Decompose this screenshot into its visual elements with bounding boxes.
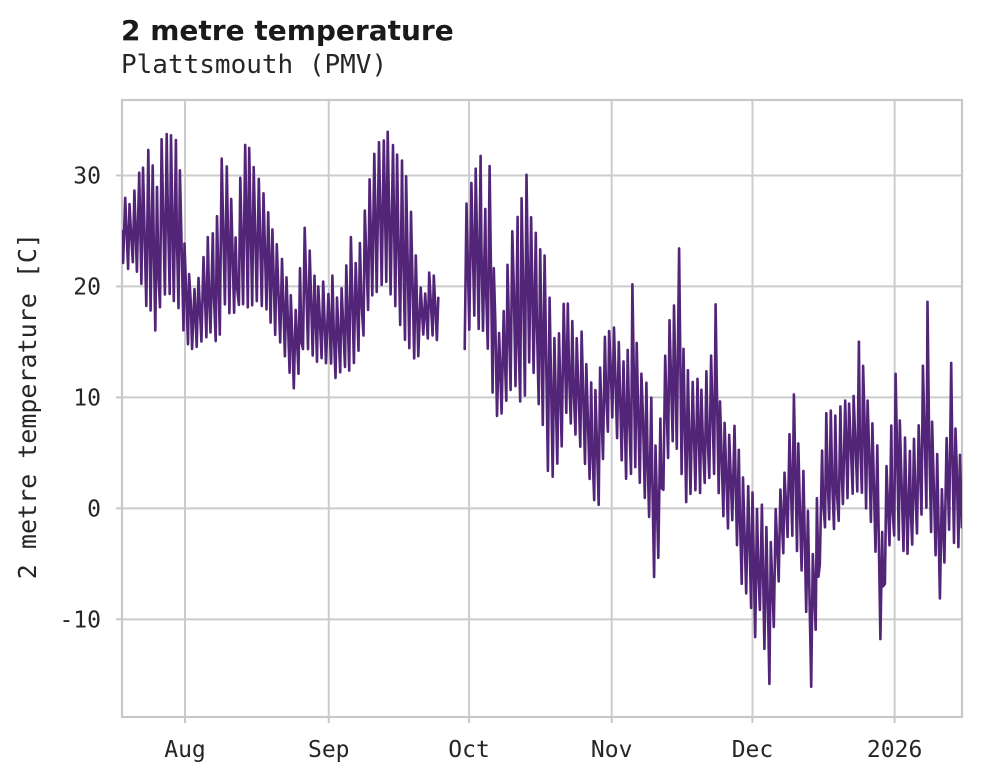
y-tick-label: 0	[87, 496, 101, 522]
x-tick-label: 2026	[867, 737, 922, 763]
tick-labels: -10 0 10 20 30 Aug Sep Oct Nov Dec 2026	[59, 163, 922, 763]
temperature-line	[122, 130, 962, 688]
y-tick-label: 10	[73, 385, 101, 411]
chart-title: 2 metre temperature	[121, 14, 454, 47]
plot-border	[120, 98, 964, 719]
x-tick-label: Sep	[308, 737, 350, 763]
y-tick-label: 30	[73, 163, 101, 189]
x-tick-label: Oct	[448, 737, 490, 763]
y-tick-label: 20	[73, 274, 101, 300]
x-tick-label: Dec	[732, 737, 774, 763]
y-tick-label: -10	[59, 607, 101, 633]
tick-marks	[116, 174, 896, 723]
x-tick-label: Aug	[164, 737, 206, 763]
chart-subtitle: Plattsmouth (PMV)	[121, 50, 388, 80]
x-tick-label: Nov	[591, 737, 633, 763]
